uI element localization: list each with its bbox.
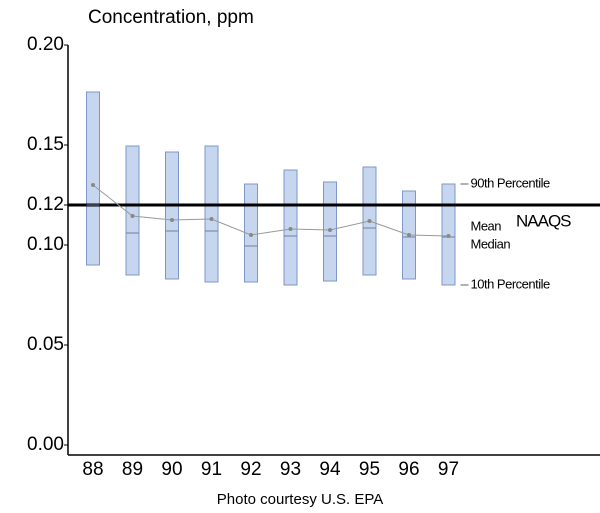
mean-marker (170, 218, 174, 222)
y-tick-label: 0.20 (27, 34, 64, 55)
series-label: 90th Percentile (471, 175, 550, 190)
x-tick-label: 95 (359, 459, 380, 480)
mean-marker (328, 228, 332, 232)
x-tick-label: 92 (240, 459, 261, 480)
x-tick-label: 90 (161, 459, 182, 480)
range-bar (86, 91, 100, 266)
series-label: 10th Percentile (471, 276, 550, 291)
mean-line (92, 184, 449, 237)
mean-marker (91, 183, 95, 187)
mean-marker (288, 227, 293, 231)
mean-marker (407, 233, 411, 237)
y-tick-label: 0.10 (27, 234, 64, 255)
x-tick-label: 97 (438, 459, 459, 480)
x-tick-label: 88 (82, 459, 103, 480)
chart-title: Concentration, ppm (88, 7, 254, 28)
series-label: Median (471, 236, 511, 251)
range-bar (125, 145, 140, 276)
mean-marker (367, 219, 372, 223)
standard-label: NAAQS (516, 211, 571, 230)
mean-marker (249, 233, 253, 237)
y-tick-label: 0.15 (27, 134, 64, 155)
range-bar (165, 151, 179, 280)
mean-marker (209, 217, 214, 221)
y-tick-label: 0.05 (27, 334, 64, 355)
caption: Photo courtesy U.S. EPA (217, 491, 383, 508)
series-label: Mean (471, 218, 502, 233)
x-tick-label: 96 (398, 459, 419, 480)
mean-marker (446, 234, 451, 238)
range-bar (204, 145, 219, 283)
x-tick-label: 89 (122, 459, 143, 480)
x-tick-label: 94 (319, 459, 341, 480)
y-tick-label: 0.00 (27, 434, 64, 455)
x-tick-label: 91 (201, 459, 222, 480)
y-tick-label: 0.12 (27, 194, 64, 215)
mean-marker (130, 214, 135, 218)
x-tick-label: 93 (280, 459, 301, 480)
